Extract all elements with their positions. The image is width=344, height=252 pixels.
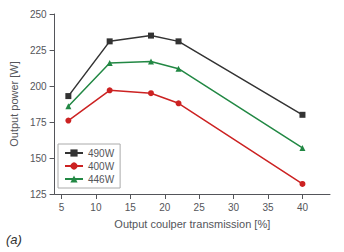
svg-text:15: 15 xyxy=(125,202,137,213)
svg-text:175: 175 xyxy=(30,117,47,128)
svg-text:400W: 400W xyxy=(88,161,115,172)
svg-text:125: 125 xyxy=(30,189,47,200)
svg-text:446W: 446W xyxy=(88,174,115,185)
svg-text:10: 10 xyxy=(90,202,102,213)
svg-text:5: 5 xyxy=(59,202,65,213)
svg-text:225: 225 xyxy=(30,45,47,56)
svg-text:30: 30 xyxy=(228,202,240,213)
svg-text:Output power [W]: Output power [W] xyxy=(8,61,20,147)
svg-text:150: 150 xyxy=(30,153,47,164)
svg-text:(a): (a) xyxy=(6,232,22,247)
svg-text:200: 200 xyxy=(30,81,47,92)
svg-text:40: 40 xyxy=(297,202,309,213)
svg-text:Output coulper transmission [%: Output coulper transmission [%] xyxy=(114,218,270,230)
svg-text:250: 250 xyxy=(30,9,47,20)
svg-text:35: 35 xyxy=(262,202,274,213)
svg-text:25: 25 xyxy=(194,202,206,213)
svg-text:490W: 490W xyxy=(88,148,115,159)
svg-text:20: 20 xyxy=(159,202,171,213)
